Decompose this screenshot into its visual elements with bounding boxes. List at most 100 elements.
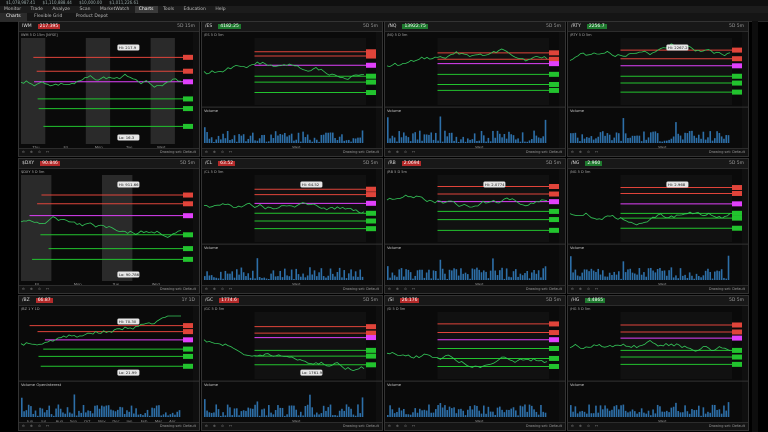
symbol-field[interactable]: /HG xyxy=(571,298,580,303)
price-chart[interactable]: Volume Wed xyxy=(568,296,749,431)
symbol-field[interactable]: $DXY xyxy=(22,161,35,166)
chart-panel-ng[interactable]: /NG 2.960 5D 5m/NG 5 D 5m Hi: 2.968 Volume We… xyxy=(567,158,749,294)
symbol-field[interactable]: /NQ xyxy=(388,24,397,29)
timeframe-button[interactable]: 5D 5m xyxy=(362,298,378,303)
volume-bar xyxy=(695,137,698,143)
zoom-controls[interactable]: ⊖ ⊕ ⊙ ↔ xyxy=(22,150,52,154)
drawing-set-button[interactable]: Drawing set: Default xyxy=(342,150,379,154)
volume-bar xyxy=(361,276,364,280)
symbol-field[interactable]: /NG xyxy=(571,161,580,166)
chart-panel-hg[interactable]: /HG 4.4865 5D 5m/HG 5 D 5m Volume Wed ⊖ ⊕ ⊙ ↔… xyxy=(567,295,749,431)
zoom-controls[interactable]: ⊖ ⊕ ⊙ ↔ xyxy=(388,287,418,291)
chart-panel-es[interactable]: /ES 4182.25 5D 5m/ES 5 D 5m Volume Wed ⊖ ⊕ ⊙ … xyxy=(201,21,383,157)
symbol-field[interactable]: /RTY xyxy=(571,24,581,29)
symbol-field[interactable]: /RB xyxy=(388,161,396,166)
price-chart[interactable]: Hi: 2.968 Volume Wed xyxy=(568,159,749,294)
menu-analyze[interactable]: Analyze xyxy=(52,7,71,12)
menu-marketwatch[interactable]: MarketWatch xyxy=(99,7,130,12)
timeframe-button[interactable]: 1Y 1D xyxy=(181,298,195,303)
chart-panel-rb[interactable]: /RB 2.0694 5D 5m/RB 5 D 5m Hi: 2.0774 Volume… xyxy=(384,158,566,294)
vertical-scrollbar[interactable] xyxy=(752,21,758,432)
symbol-field[interactable]: /GC xyxy=(205,298,214,303)
price-chart[interactable]: Hi: 911.66 Lo: 90.786 Fri Mon Tue Wed xyxy=(19,159,200,294)
volume-bar xyxy=(403,408,405,417)
drawing-set-button[interactable]: Drawing set: Default xyxy=(708,424,745,428)
zoom-controls[interactable]: ⊖ ⊕ ⊙ ↔ xyxy=(22,424,52,428)
drawing-set-button[interactable]: Drawing set: Default xyxy=(708,150,745,154)
drawing-set-button[interactable]: Drawing set: Default xyxy=(525,424,562,428)
zoom-controls[interactable]: ⊖ ⊕ ⊙ ↔ xyxy=(388,424,418,428)
timeframe-button[interactable]: 5D 5m xyxy=(362,24,378,29)
drawing-set-button[interactable]: Drawing set: Default xyxy=(159,424,196,428)
chart-panel-dxy[interactable]: $DXY 90.846 5D 5m $DXY 5 D 5m Hi: 911.66 Lo: … xyxy=(18,158,200,294)
timeframe-button[interactable]: 5D 5m xyxy=(179,161,195,166)
timeframe-button[interactable]: 5D 15m xyxy=(177,24,195,29)
zoom-controls[interactable]: ⊖ ⊕ ⊙ ↔ xyxy=(205,287,235,291)
chart-panel-iwm[interactable]: IWM 217.395 5D 15m IWM 5 D 15m [NYSE] Hi: 21… xyxy=(18,21,200,157)
volume-bar xyxy=(455,413,458,417)
drawing-set-button[interactable]: Drawing set: Default xyxy=(525,287,562,291)
volume-bar xyxy=(295,139,298,143)
symbol-field[interactable]: /CL xyxy=(205,161,213,166)
volume-bar xyxy=(650,132,652,143)
timeframe-button[interactable]: 5D 5m xyxy=(728,24,744,29)
symbol-field[interactable]: /BZ xyxy=(22,298,30,303)
volume-bar xyxy=(469,139,471,143)
drawing-set-button[interactable]: Drawing set: Default xyxy=(342,424,379,428)
price-chart[interactable]: Volume Wed xyxy=(385,22,566,157)
zoom-controls[interactable]: ⊖ ⊕ ⊙ ↔ xyxy=(388,150,418,154)
price-chart[interactable]: Volume Wed xyxy=(385,296,566,431)
price-chart[interactable]: Hi: 70.30 Lo: 21.99 Volume OpenInterest Jun… xyxy=(19,296,200,431)
drawing-set-button[interactable]: Drawing set: Default xyxy=(159,287,196,291)
volume-bar xyxy=(238,415,240,417)
price-chart[interactable]: Hi: 217.9 Lo: 16.3 Thu Fri Mon Tue Wed xyxy=(19,22,200,157)
menu-help[interactable]: Help xyxy=(215,7,226,12)
chart-panel-nq[interactable]: /NQ 13922.75 5D 5m/NQ 5 D 5m Volume Wed ⊖ ⊕ ⊙… xyxy=(384,21,566,157)
zoom-controls[interactable]: ⊖ ⊕ ⊙ ↔ xyxy=(205,424,235,428)
tab-charts[interactable]: Charts xyxy=(0,13,27,21)
drawing-set-button[interactable]: Drawing set: Default xyxy=(159,150,196,154)
menu-trade[interactable]: Trade xyxy=(30,7,43,12)
menu-charts[interactable]: Charts xyxy=(134,6,158,13)
zoom-controls[interactable]: ⊖ ⊕ ⊙ ↔ xyxy=(205,150,235,154)
price-chart[interactable]: Hi: 64.52 Volume Wed xyxy=(202,159,383,294)
price-chart[interactable]: Volume Wed xyxy=(202,22,383,157)
volume-bar xyxy=(160,415,163,417)
price-chart[interactable]: Hi: 2.0774 Volume Wed xyxy=(385,159,566,294)
timeframe-button[interactable]: 5D 5m xyxy=(545,298,561,303)
chart-panel-bz[interactable]: /BZ 66.87 1Y 1D/BZ 1 Y 1D Hi: 70.30 Lo: 21.9… xyxy=(18,295,200,431)
tab-product-depot[interactable]: Product Depot xyxy=(75,14,108,19)
drawing-set-button[interactable]: Drawing set: Default xyxy=(342,287,379,291)
menu-scan[interactable]: Scan xyxy=(79,7,91,12)
drawing-set-button[interactable]: Drawing set: Default xyxy=(708,287,745,291)
symbol-field[interactable]: IWM xyxy=(22,24,32,29)
zoom-controls[interactable]: ⊖ ⊕ ⊙ ↔ xyxy=(22,287,52,291)
timeframe-button[interactable]: 5D 5m xyxy=(362,161,378,166)
zoom-controls[interactable]: ⊖ ⊕ ⊙ ↔ xyxy=(571,424,601,428)
price-chart[interactable]: Lo: 1761.9 Volume Wed xyxy=(202,296,383,431)
timeframe-button[interactable]: 5D 5m xyxy=(545,161,561,166)
zoom-controls[interactable]: ⊖ ⊕ ⊙ ↔ xyxy=(571,150,601,154)
volume-bar xyxy=(407,137,410,143)
timeframe-button[interactable]: 5D 5m xyxy=(728,298,744,303)
menu-monitor[interactable]: Monitor xyxy=(4,7,22,12)
session-band xyxy=(85,38,111,144)
timeframe-button[interactable]: 5D 5m xyxy=(728,161,744,166)
chart-panel-rty[interactable]: /RTY 2256.7 5D 5m/RTY 5 D 5m Hi: 2267.2 Volu… xyxy=(567,21,749,157)
volume-bar xyxy=(640,274,643,280)
zoom-controls[interactable]: ⊖ ⊕ ⊙ ↔ xyxy=(571,287,601,291)
chart-panel-gc[interactable]: /GC 1774.6 5D 5m/GC 5 D 5m Lo: 1761.9 Volume… xyxy=(201,295,383,431)
symbol-field[interactable]: /SI xyxy=(388,298,394,303)
timeframe-button[interactable]: 5D 5m xyxy=(545,24,561,29)
symbol-field[interactable]: /ES xyxy=(205,24,213,29)
chart-panel-si[interactable]: /SI 26.176 5D 5m/SI 5 D 5m Volume Wed ⊖ ⊕ ⊙ ↔… xyxy=(384,295,566,431)
drawing-set-button[interactable]: Drawing set: Default xyxy=(525,150,562,154)
price-chart[interactable]: Hi: 2267.2 Volume Wed xyxy=(568,22,749,157)
menu-tools[interactable]: Tools xyxy=(162,7,175,12)
volume-bar xyxy=(576,137,579,143)
tab-flexible-grid[interactable]: Flexible Grid xyxy=(34,14,63,19)
volume-bar xyxy=(515,139,517,143)
volume-bar xyxy=(325,410,327,417)
chart-panel-cl[interactable]: /CL 63.52 5D 5m/CL 5 D 5m Hi: 64.52 Volume We… xyxy=(201,158,383,294)
menu-education[interactable]: Education xyxy=(183,7,206,12)
